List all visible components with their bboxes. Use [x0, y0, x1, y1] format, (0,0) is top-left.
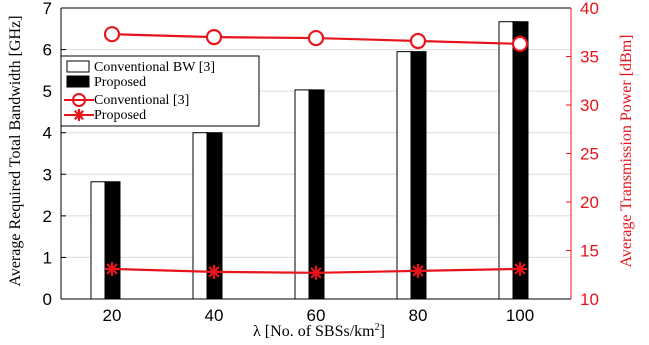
legend-label-proposed-line: Proposed — [94, 108, 146, 123]
bar-proposed — [512, 21, 529, 300]
legend-swatch-proposed-bar — [66, 75, 90, 88]
y2-tick-label: 30 — [580, 96, 599, 115]
bars — [90, 21, 529, 300]
x-tick-label: 60 — [307, 306, 326, 325]
y-tick-label: 1 — [43, 248, 52, 267]
point-proposed — [309, 265, 323, 280]
bar-proposed — [104, 181, 121, 300]
legend-marker-circle — [72, 93, 86, 107]
point-conventional — [511, 35, 529, 52]
y-tick-label: 4 — [43, 124, 52, 143]
point-conventional — [103, 26, 121, 43]
point-proposed — [513, 261, 527, 276]
legend: Conventional BW [3] Proposed Conventiona… — [60, 55, 260, 127]
x-tick-label: 40 — [205, 306, 224, 325]
y-axis-label: Average Required Total Bandwidth [GHz] — [7, 15, 24, 286]
point-proposed — [411, 263, 425, 278]
x-tick-label: 100 — [506, 306, 534, 325]
bar-proposed — [410, 51, 427, 300]
y2-tick-label: 10 — [580, 290, 599, 309]
x-tick-label: 80 — [409, 306, 428, 325]
x-tick-label: 20 — [103, 306, 122, 325]
y2-tick-label: 40 — [580, 0, 599, 18]
line-series — [103, 26, 529, 280]
y-tick-label: 7 — [43, 0, 52, 18]
bar-conventional-bw — [498, 21, 515, 300]
y-tick-label: 6 — [43, 41, 52, 60]
bar-conventional-bw — [396, 51, 413, 300]
y2-tick-label: 20 — [580, 193, 599, 212]
y2-tick-label: 25 — [580, 145, 599, 164]
bar-conventional-bw — [90, 181, 107, 300]
x-axis-label: λ [No. of SBSs/km2] — [253, 322, 385, 340]
y2-tick-label: 35 — [580, 48, 599, 67]
point-proposed — [207, 264, 221, 279]
point-conventional — [409, 32, 427, 50]
point-proposed — [105, 261, 119, 276]
legend-label-conventional-line: Conventional [3] — [94, 93, 189, 108]
y-tick-label: 0 — [43, 290, 52, 309]
bar-conventional-bw — [294, 89, 311, 300]
tick-labels: 0 1 2 3 4 5 6 7 10 15 20 25 30 35 40 20 40 60 80 100 — [43, 0, 599, 325]
legend-swatch-conventional-bw — [66, 60, 90, 73]
bar-conventional-bw — [192, 132, 209, 300]
legend-label-proposed-bar: Proposed — [94, 75, 146, 90]
y-tick-label: 5 — [43, 82, 52, 101]
point-conventional — [205, 28, 223, 46]
point-conventional — [307, 29, 325, 47]
y-tick-label: 3 — [43, 165, 52, 184]
y2-tick-label: 15 — [580, 242, 599, 261]
legend-marker-asterisk — [73, 109, 85, 121]
y-tick-label: 2 — [43, 207, 52, 226]
legend-label-conventional-bw: Conventional BW [3] — [94, 60, 215, 75]
legend-asterisk-shape — [73, 109, 85, 121]
y2-axis-label: Average Transmission Power [dBm] — [618, 34, 635, 267]
